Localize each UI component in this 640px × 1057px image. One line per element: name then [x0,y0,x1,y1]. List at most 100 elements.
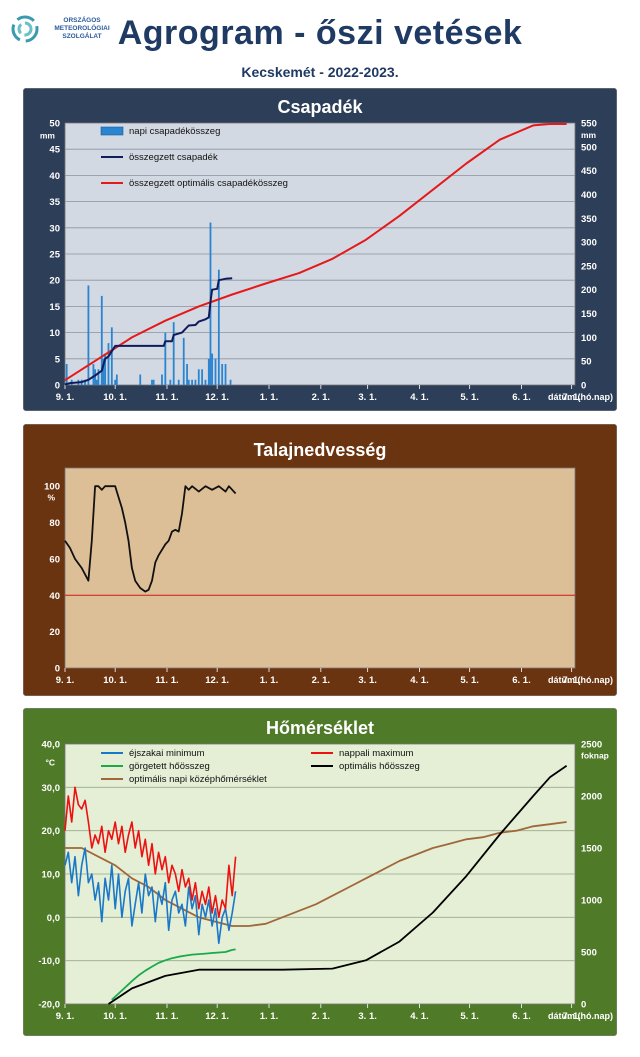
precip-bar [187,379,190,385]
y2-tick-label: 500 [581,142,597,153]
legend-label: nappali maximum [339,748,414,759]
precip-bar [95,379,98,385]
y-tick-label: -10,0 [38,956,60,967]
x-tick-label: 9. 1. [56,675,75,686]
legend-label: optimális napi középhőmérséklet [129,774,267,785]
precip-bar [191,379,193,385]
x-tick-label: 4. 1. [410,675,429,686]
precip-bar [152,379,155,385]
legend-label: éjszakai minimum [129,748,205,759]
y-tick-label: 0 [55,664,60,675]
x-tick-label: 10. 1. [103,1011,127,1022]
y-tick-label: 35 [49,197,60,208]
y-tick-label: 100 [44,482,60,493]
precip-bar [169,379,172,385]
logo-text: ORSZÁGOS METEOROLÓGIAI SZOLGÁLAT [46,17,118,41]
y-tick-label: 25 [49,250,60,261]
x-tick-label: 12. 1. [205,675,229,686]
precip-bar [97,369,100,385]
x-tick-label: 2. 1. [312,392,331,403]
precip-bar [100,295,103,385]
precip-bar [211,353,214,385]
x-tick-label: 5. 1. [460,1011,479,1022]
precip-bar [151,379,153,385]
legend-label: optimális hőösszeg [339,761,420,772]
y-axis-label: °C [45,758,55,768]
x-tick-label: 9. 1. [56,392,75,403]
night-min-line [64,847,237,945]
x-tick-label: 9. 1. [56,1011,75,1022]
y2-tick-label: 350 [581,214,597,225]
y2-tick-label: 2000 [581,792,602,803]
x-tick-label: 10. 1. [103,675,127,686]
x-axis-label: dátum (hó.nap) [548,1011,613,1021]
x-axis-label: dátum (hó.nap) [548,392,613,402]
precip-bar [177,379,180,385]
precip-bar [204,379,207,385]
precip-bar [92,364,95,385]
y-tick-label: 30 [49,223,60,234]
legend-label: görgetett hőösszeg [129,761,210,772]
y-tick-label: 10,0 [42,870,61,881]
y-axis-label: mm [40,131,56,141]
precip-bar [161,374,163,385]
optimal-daily-mean-line [65,821,567,927]
y-tick-label: 80 [49,518,60,529]
cumulative-precip-line [64,277,233,386]
logo-line-3: SZOLGÁLAT [62,33,102,40]
x-tick-label: 4. 1. [410,392,429,403]
precip-bar [139,374,142,385]
plot-area [64,467,576,669]
soil-moisture-panel: Talajnedvesség% 9. 1. 10. 1. 11. 1. 12. 1. 1.… [23,424,617,696]
x-tick-label: 1. 1. [260,392,279,403]
precip-bar [172,322,175,385]
precip-bar [107,343,110,385]
legend-label: napi csapadékösszeg [129,126,220,137]
x-tick-label: 7. 1. [562,675,581,686]
y2-tick-label: 500 [581,948,597,959]
legend-label: összegzett optimális csapadékösszeg [129,178,288,189]
precip-bar [229,379,232,385]
x-tick-label: 11. 1. [155,1011,178,1022]
precip-bar [114,379,117,385]
legend-swatch-daily [100,126,124,136]
y-tick-label: 40 [49,591,60,602]
y-tick-label: 20,0 [42,826,61,837]
x-tick-label: 6. 1. [512,675,531,686]
y2-tick-label: 50 [581,357,592,368]
omsz-logo: ORSZÁGOS METEOROLÓGIAI SZOLGÁLAT [10,14,120,60]
y2-tick-label: 150 [581,309,597,320]
y-tick-label: 5 [55,354,61,365]
y-tick-label: 10 [49,328,60,339]
precip-bar [217,269,220,385]
day-max-line [64,786,237,919]
x-axis-label: dátum (hó.nap) [548,675,613,685]
y2-tick-label: 200 [581,285,597,296]
x-tick-label: 4. 1. [410,1011,429,1022]
page-subtitle: Kecskemét - 2022-2023. [241,64,399,80]
y2-tick-label: 400 [581,190,597,201]
x-tick-label: 11. 1. [155,675,178,686]
precip-bar [115,374,118,385]
x-tick-label: 2. 1. [312,1011,331,1022]
precip-bar [207,358,210,385]
x-tick-label: 5. 1. [460,675,479,686]
chart-title: Csapadék [277,97,363,117]
optimal-precip-line [64,123,567,382]
y-tick-label: 15 [49,302,60,313]
y-tick-label: 0 [55,381,60,392]
optimal-heat-sum-line [108,765,568,1005]
x-tick-label: 5. 1. [460,392,479,403]
precip-bar [186,364,188,385]
y2-tick-label: 250 [581,261,597,272]
y-tick-label: 50 [49,119,60,130]
logo-line-1: ORSZÁGOS [63,17,101,24]
y-tick-label: 30,0 [42,783,61,794]
precip-bar [194,379,197,385]
precip-bar [102,358,105,385]
y-tick-label: -20,0 [38,1000,60,1011]
x-tick-label: 7. 1. [562,392,581,403]
x-tick-label: 2. 1. [312,675,331,686]
rolling-heat-sum-line [111,948,236,1001]
precip-bar [104,353,107,385]
